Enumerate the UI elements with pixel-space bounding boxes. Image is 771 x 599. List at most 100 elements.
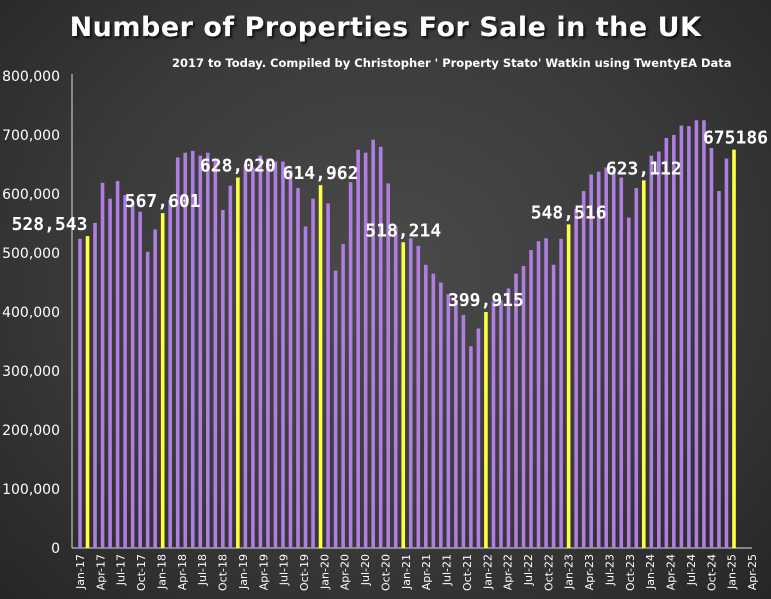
bar xyxy=(619,177,624,549)
bar xyxy=(348,182,353,548)
bar-highlight xyxy=(641,180,646,549)
bar xyxy=(190,150,195,548)
bar xyxy=(461,314,466,548)
bar xyxy=(559,238,563,548)
bar-highlight xyxy=(160,213,165,548)
data-label: 399,915 xyxy=(448,290,524,311)
bar xyxy=(78,238,82,548)
bar xyxy=(273,161,278,549)
bar xyxy=(439,282,443,548)
x-tick-label: Jan-25 xyxy=(726,554,739,590)
x-tick-label: Jan-21 xyxy=(400,554,413,590)
x-tick-label: Jan-23 xyxy=(563,554,576,590)
y-tick-label: 800,000 xyxy=(2,69,60,85)
x-tick-label: Apr-18 xyxy=(176,554,189,590)
chart-subtitle: 2017 to Today. Compiled by Christopher '… xyxy=(172,56,732,70)
bar xyxy=(145,251,150,548)
bar xyxy=(213,159,218,548)
x-tick-label: Oct-20 xyxy=(379,554,392,591)
bar xyxy=(243,164,248,548)
x-tick-label: Oct-23 xyxy=(624,554,637,591)
x-tick-label: Jul-21 xyxy=(441,554,454,586)
data-label: 548,516 xyxy=(531,202,607,223)
x-tick-label: Jul-24 xyxy=(685,554,698,586)
bar xyxy=(589,174,593,548)
x-tick-label: Jan-20 xyxy=(318,554,331,590)
x-tick-label: Jul-18 xyxy=(196,554,209,586)
data-label: 628,020 xyxy=(200,155,276,176)
bar xyxy=(416,245,421,549)
x-tick-label: Apr-24 xyxy=(665,554,678,590)
x-tick-label: Jul-20 xyxy=(359,554,372,586)
data-label: 614,962 xyxy=(283,163,359,184)
x-tick-label: Jan-19 xyxy=(237,554,250,590)
bar-highlight xyxy=(318,185,323,549)
bar xyxy=(679,125,684,548)
x-tick-label: Apr-17 xyxy=(94,554,107,590)
x-tick-label: Apr-21 xyxy=(420,554,433,590)
bar xyxy=(93,222,97,548)
data-label: 675186 xyxy=(703,128,768,149)
bar xyxy=(611,170,616,548)
bar xyxy=(371,139,375,548)
bar xyxy=(521,265,526,548)
bar xyxy=(138,211,142,548)
bar xyxy=(115,181,120,548)
bar-highlight xyxy=(566,224,571,548)
x-tick-label: Jul-17 xyxy=(115,554,128,586)
bar xyxy=(205,152,210,548)
x-tick-label: Jul-23 xyxy=(603,554,616,586)
bar xyxy=(303,226,308,548)
bar xyxy=(378,146,383,549)
bar xyxy=(356,149,360,548)
bar xyxy=(551,264,556,548)
bar xyxy=(687,126,691,549)
x-tick-label: Apr-22 xyxy=(502,554,515,590)
bar xyxy=(491,301,496,548)
bar xyxy=(311,198,315,548)
bar-highlight xyxy=(85,236,90,548)
x-tick-label: Oct-24 xyxy=(705,554,718,591)
bar xyxy=(198,155,203,548)
bar xyxy=(281,161,285,549)
bar xyxy=(664,137,669,548)
bar xyxy=(393,226,398,548)
x-tick-label: Apr-19 xyxy=(257,554,270,590)
x-tick-label: Jan-18 xyxy=(155,554,168,590)
bar xyxy=(341,244,345,548)
bar xyxy=(702,120,706,548)
x-tick-label: Oct-18 xyxy=(217,554,230,591)
x-tick-label: Jan-17 xyxy=(74,554,87,590)
bar xyxy=(476,328,481,548)
bar xyxy=(333,270,338,548)
bar xyxy=(130,203,135,548)
x-tick-label: Apr-20 xyxy=(339,554,352,590)
bar xyxy=(717,191,721,549)
bar-highlight xyxy=(484,312,488,548)
x-tick-label: Jul-19 xyxy=(278,554,291,586)
bar xyxy=(581,191,586,549)
bar xyxy=(288,170,293,548)
bar-highlight xyxy=(732,149,736,548)
bar xyxy=(469,346,473,548)
bar xyxy=(672,135,676,548)
bar xyxy=(604,167,609,548)
bar xyxy=(258,155,263,548)
x-tick-label: Oct-21 xyxy=(461,554,474,591)
bar-highlight xyxy=(236,177,240,548)
bar xyxy=(431,273,436,548)
bar xyxy=(386,183,391,548)
bar xyxy=(108,198,112,548)
bar xyxy=(724,158,729,548)
bar xyxy=(408,238,413,548)
bar xyxy=(153,229,157,548)
bar xyxy=(694,120,699,548)
bar xyxy=(183,152,188,548)
y-tick-label: 0 xyxy=(51,541,60,557)
bar xyxy=(228,185,233,549)
chart-title: Number of Properties For Sale in the UK xyxy=(69,12,702,43)
data-label: 567,601 xyxy=(125,191,201,212)
bar xyxy=(544,238,548,548)
